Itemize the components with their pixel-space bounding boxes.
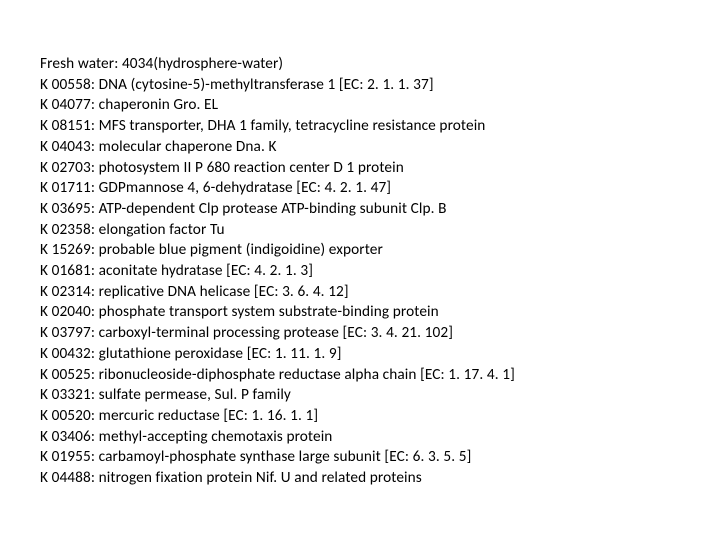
text-line: K 04488: nitrogen fixation protein Nif. …	[40, 468, 700, 489]
text-line: Fresh water: 4034(hydrosphere-water)	[40, 54, 700, 75]
text-line: K 03321: sulfate permease, Sul. P family	[40, 385, 700, 406]
text-line: K 02703: photosystem II P 680 reaction c…	[40, 158, 700, 179]
text-line: K 15269: probable blue pigment (indigoid…	[40, 240, 700, 261]
text-line: K 08151: MFS transporter, DHA 1 family, …	[40, 116, 700, 137]
text-line: K 04077: chaperonin Gro. EL	[40, 95, 700, 116]
text-line: K 02314: replicative DNA helicase [EC: 3…	[40, 282, 700, 303]
text-line: K 02040: phosphate transport system subs…	[40, 302, 700, 323]
text-line: K 00520: mercuric reductase [EC: 1. 16. …	[40, 406, 700, 427]
text-line: K 04043: molecular chaperone Dna. K	[40, 137, 700, 158]
text-line: K 01711: GDPmannose 4, 6-dehydratase [EC…	[40, 178, 700, 199]
text-line: K 02358: elongation factor Tu	[40, 220, 700, 241]
text-line: K 00558: DNA (cytosine-5)-methyltransfer…	[40, 75, 700, 96]
text-line: K 01681: aconitate hydratase [EC: 4. 2. …	[40, 261, 700, 282]
text-line: K 03797: carboxyl-terminal processing pr…	[40, 323, 700, 344]
text-line: K 00432: glutathione peroxidase [EC: 1. …	[40, 344, 700, 365]
document-page: Fresh water: 4034(hydrosphere-water) K 0…	[0, 0, 720, 540]
text-line: K 01955: carbamoyl-phosphate synthase la…	[40, 447, 700, 468]
text-line: K 03406: methyl-accepting chemotaxis pro…	[40, 427, 700, 448]
text-line: K 03695: ATP-dependent Clp protease ATP-…	[40, 199, 700, 220]
text-line: K 00525: ribonucleoside-diphosphate redu…	[40, 365, 700, 386]
